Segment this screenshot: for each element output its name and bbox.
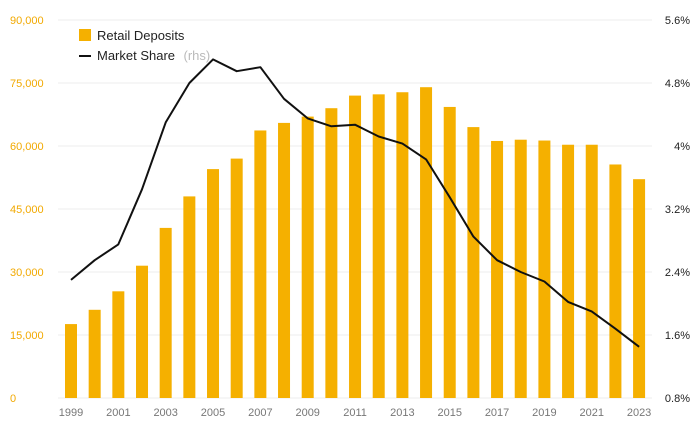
x-tick-label: 2001 (106, 407, 130, 419)
bar-2011 (349, 95, 362, 398)
x-tick-label: 2015 (437, 407, 461, 419)
right-tick-label: 5.6% (665, 15, 690, 27)
bar-2005 (207, 169, 220, 398)
bar-2016 (467, 127, 480, 398)
x-tick-label: 2021 (579, 407, 603, 419)
bar-2000 (88, 309, 101, 398)
bar-2015 (443, 106, 456, 398)
bar-2012 (372, 94, 385, 398)
right-tick-label: 2.4% (665, 267, 690, 279)
bar-2022 (609, 164, 622, 398)
bar-2006 (230, 158, 243, 398)
bar-2018 (514, 139, 527, 398)
right-tick-label: 4.8% (665, 78, 690, 90)
x-tick-label: 2023 (627, 407, 651, 419)
left-tick-label: 15,000 (10, 330, 44, 342)
right-tick-label: 1.6% (665, 330, 690, 342)
x-tick-label: 2011 (343, 407, 367, 419)
right-tick-label: 3.2% (665, 204, 690, 216)
x-tick-label: 2013 (390, 407, 414, 419)
bar-2014 (420, 87, 433, 398)
bar-2019 (538, 140, 551, 399)
left-tick-label: 0 (10, 393, 16, 405)
bar-2003 (159, 227, 172, 398)
bar-2010 (325, 108, 338, 398)
left-tick-label: 45,000 (10, 204, 44, 216)
bar-2008 (278, 122, 291, 399)
x-axis-ticks: 1999 2001 2003 2005 2007 2009 2011 2013 2015 2017… (59, 407, 652, 419)
market-share-line (70, 58, 640, 348)
legend-label-retail-deposits: Retail Deposits (97, 28, 185, 43)
bar-2020 (562, 144, 575, 398)
legend-label-market-share-group: Market Share (rhs) (97, 47, 210, 64)
x-tick-label: 2009 (295, 407, 319, 419)
bar-2023 (633, 179, 646, 398)
left-axis-ticks: 0 15,000 30,000 45,000 60,000 75,000 90,000 (10, 15, 44, 405)
right-axis-ticks: 0.8% 1.6% 2.4% 3.2% 4% 4.8% 5.6% (665, 15, 690, 405)
bar-1999 (65, 324, 77, 398)
bar-2001 (112, 291, 125, 398)
right-tick-label: 4% (674, 141, 690, 153)
x-tick-label: 2005 (201, 407, 225, 419)
bar-2009 (301, 116, 314, 398)
right-tick-label: 0.8% (665, 393, 690, 405)
bar-2002 (136, 265, 149, 398)
legend: Retail Deposits Market Share (rhs) (79, 28, 210, 64)
market-share-line-group (70, 58, 640, 348)
bar-2004 (183, 196, 196, 398)
legend-swatch-retail-deposits (79, 29, 91, 41)
x-tick-label: 2019 (532, 407, 556, 419)
left-tick-label: 30,000 (10, 267, 44, 279)
bar-2021 (585, 144, 598, 398)
bar-2013 (396, 92, 409, 399)
x-tick-label: 2017 (485, 407, 509, 419)
legend-label-market-share: Market Share (97, 48, 175, 63)
x-tick-label: 1999 (59, 407, 83, 419)
left-tick-label: 90,000 (10, 15, 44, 27)
x-tick-label: 2007 (248, 407, 272, 419)
bar-2007 (254, 130, 267, 398)
x-tick-label: 2003 (153, 407, 177, 419)
left-tick-label: 75,000 (10, 78, 44, 90)
retail-deposits-bars (65, 87, 646, 399)
bar-2017 (491, 140, 504, 398)
left-tick-label: 60,000 (10, 141, 44, 153)
legend-label-rhs-suffix: (rhs) (184, 48, 211, 63)
